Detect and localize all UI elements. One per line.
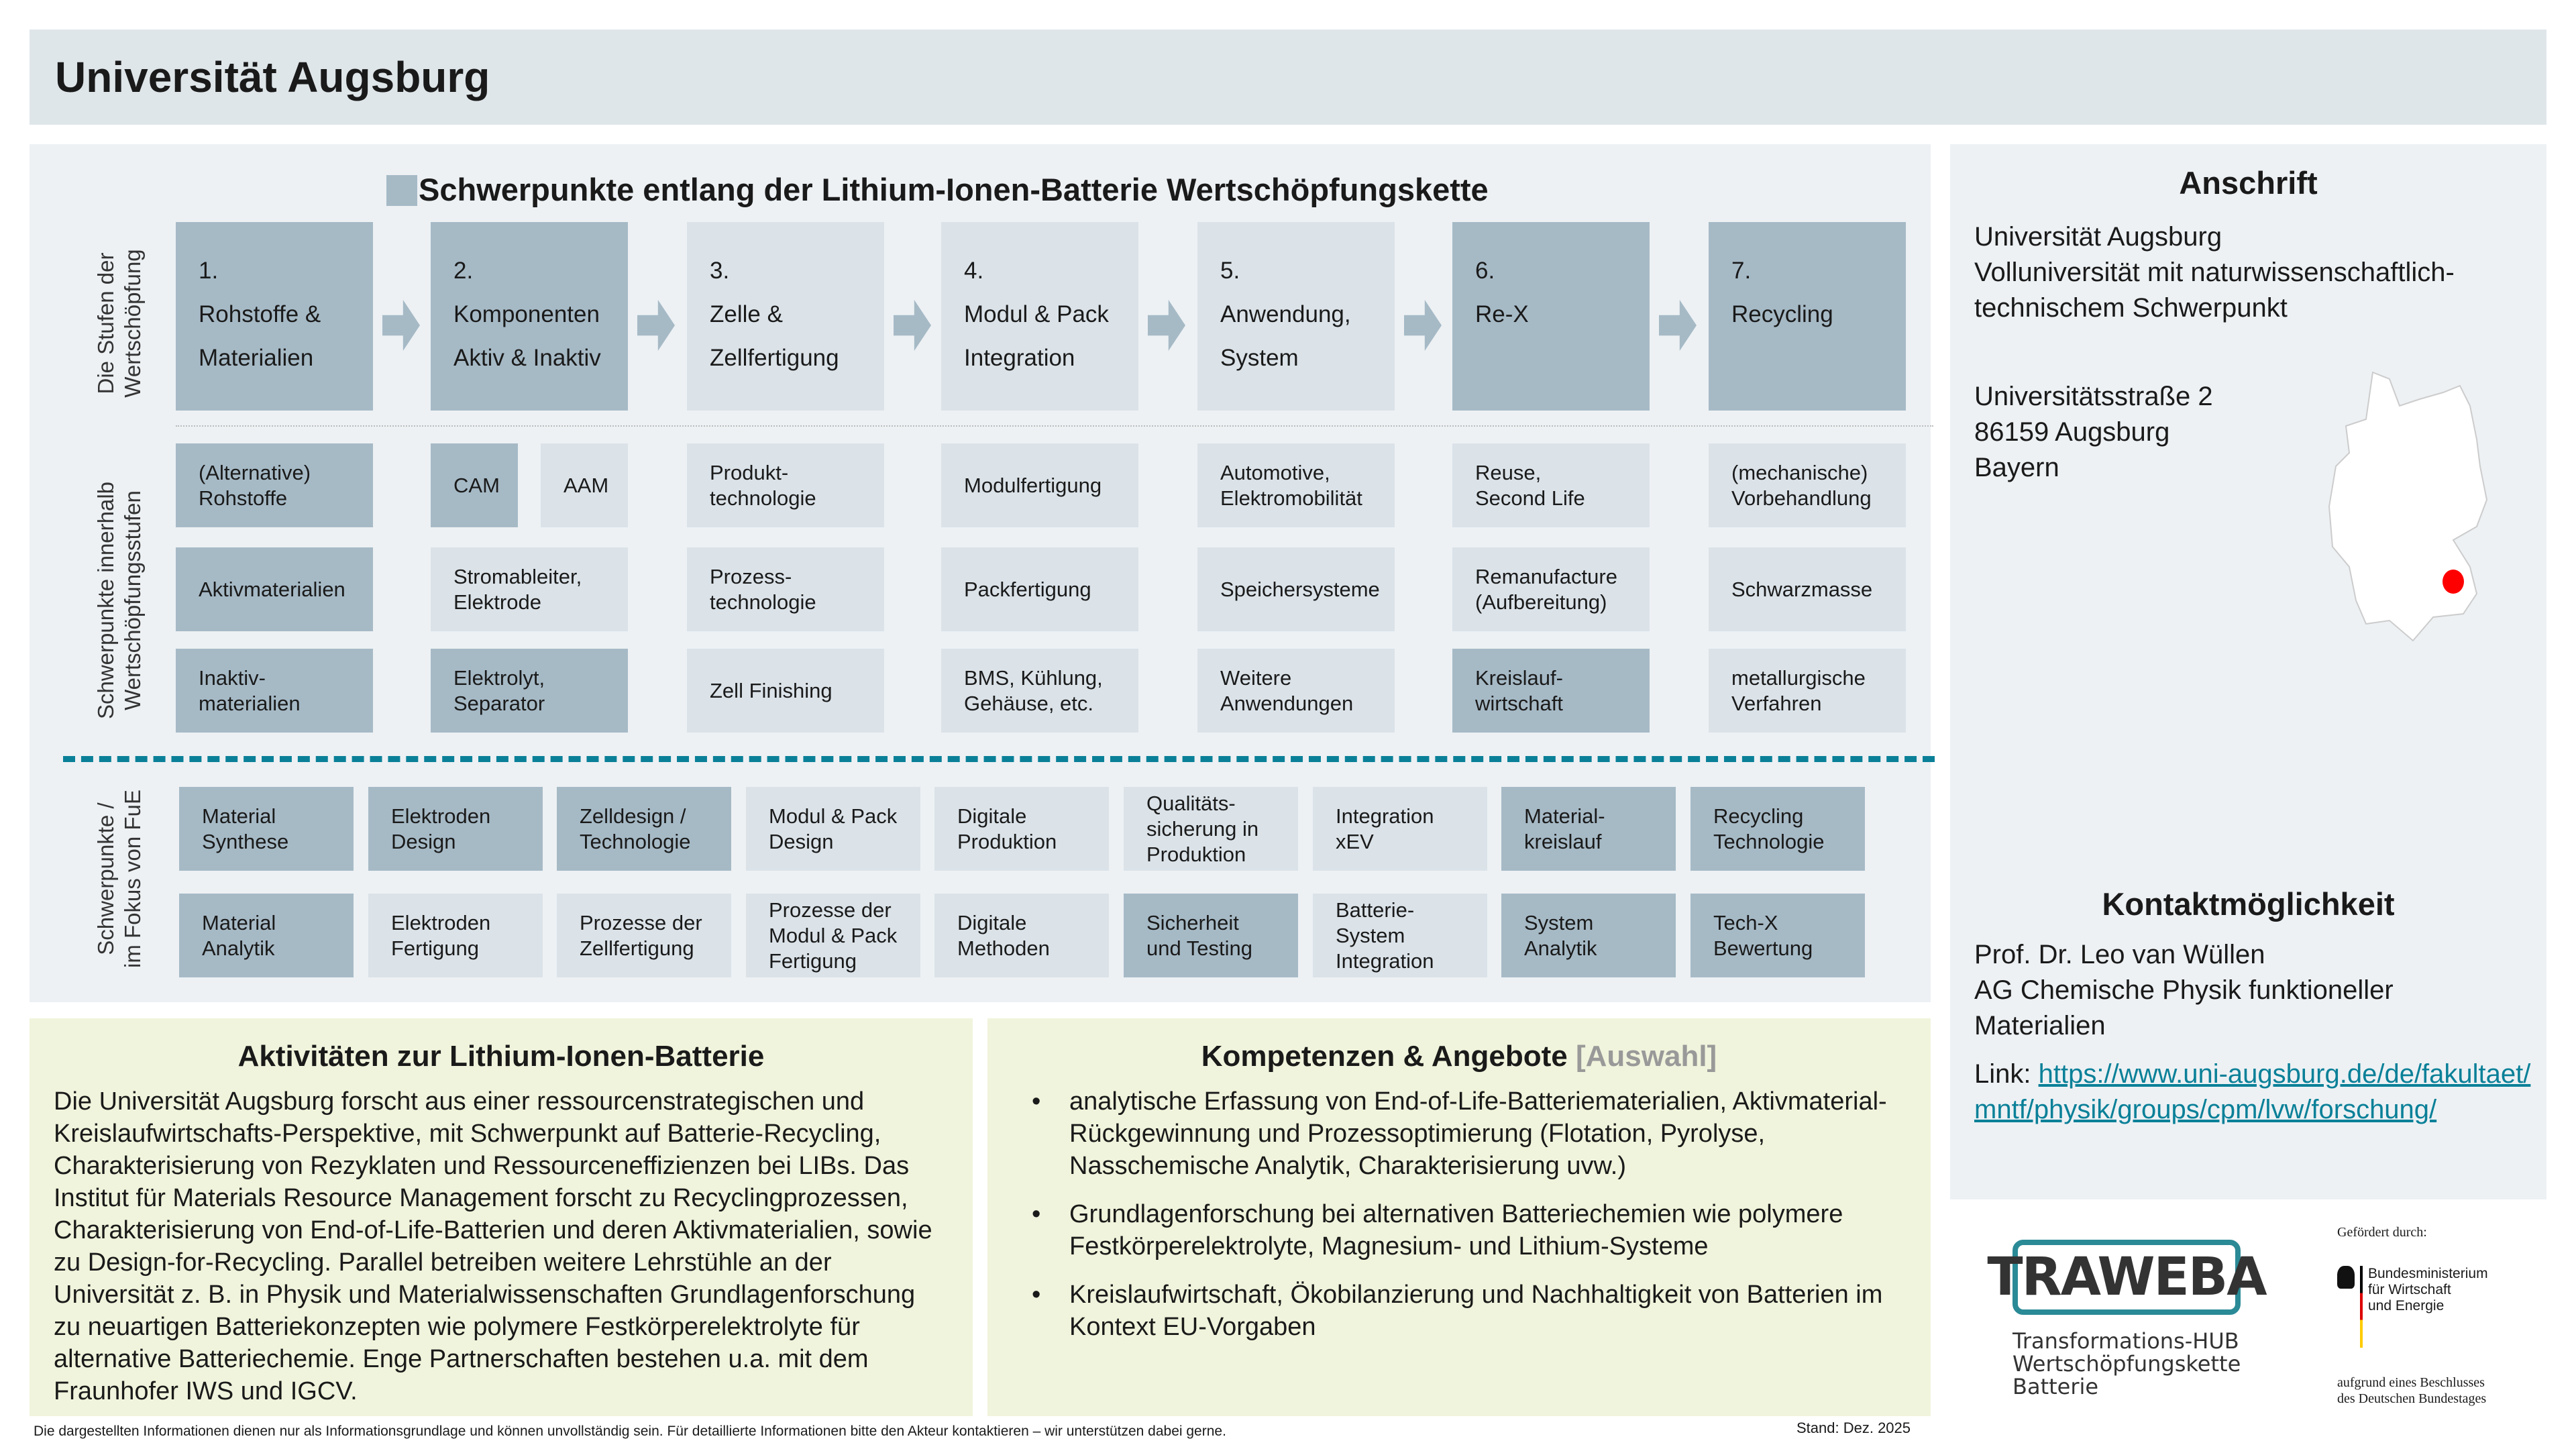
focus-box: AAM [541, 443, 628, 527]
focus-box: (mechanische) Vorbehandlung [1709, 443, 1906, 527]
address-org: Universität Augsburg Volluniversität mit… [1974, 222, 2455, 323]
bmwe-logo: Gefördert durch: Bundesministerium für W… [2337, 1225, 2488, 1407]
focus-box: Packfertigung [941, 547, 1138, 631]
focus-box: Speichersysteme [1197, 547, 1395, 631]
focus-box: Weitere Anwendungen [1197, 649, 1395, 733]
fue-box: Tech-X Bewertung [1690, 894, 1865, 977]
fue-box: Sicherheit und Testing [1124, 894, 1298, 977]
fue-box: Elektroden Fertigung [368, 894, 543, 977]
focus-box: Kreislauf- wirtschaft [1452, 649, 1650, 733]
focus-box: BMS, Kühlung, Gehäuse, etc. [941, 649, 1138, 733]
fue-box: System Analytik [1501, 894, 1676, 977]
header: Universität Augsburg [30, 30, 2546, 125]
focus-box: Inaktiv- materialien [176, 649, 373, 733]
focus-box: Stromableiter, Elektrode [431, 547, 628, 631]
fue-box: Qualitäts- sicherung in Produktion [1124, 787, 1298, 871]
address-street: Universitätsstraße 2 86159 Augsburg Baye… [1974, 382, 2213, 482]
fue-box: Recycling Technologie [1690, 787, 1865, 871]
fue-box: Batterie- System Integration [1313, 894, 1487, 977]
arrow-right-icon [382, 300, 420, 351]
flag-bar [2360, 1266, 2363, 1348]
chain-title: Schwerpunkte entlang der Lithium-Ionen-B… [419, 172, 1489, 207]
location-marker [2443, 570, 2464, 594]
arrow-right-icon [637, 300, 675, 351]
traweba-logo: TRAWEBA Transformations-HUB Wertschöpfun… [1987, 1240, 2267, 1399]
focus-box: Aktivmaterialien [176, 547, 373, 631]
contact-person: Prof. Dr. Leo van Wüllen AG Chemische Ph… [1974, 940, 2394, 1040]
arrow-right-icon [1404, 300, 1442, 351]
arrow-right-icon [894, 300, 931, 351]
germany-map-icon [2328, 371, 2488, 642]
stage-box: 7. Recycling [1709, 222, 1906, 411]
focus-box: Schwarzmasse [1709, 547, 1906, 631]
focus-box: Remanufacture (Aufbereitung) [1452, 547, 1650, 631]
label-focus: Schwerpunkte innerhalb Wertschöpfungsstu… [93, 481, 145, 720]
competence-item: analytische Erfassung von End-of-Life-Ba… [1012, 1085, 1907, 1182]
contact-title: Kontaktmöglichkeit [2102, 886, 2395, 922]
stage-box: 6. Re-X [1452, 222, 1650, 411]
fue-box: Digitale Produktion [934, 787, 1109, 871]
traweba-subtitle: Transformations-HUB Wertschöpfungskette … [2012, 1328, 2241, 1399]
fue-box: Prozesse der Modul & Pack Fertigung [746, 894, 920, 977]
fue-box: Modul & Pack Design [746, 787, 920, 871]
fue-box: Zelldesign / Technologie [557, 787, 731, 871]
stage-box: 3. Zelle & Zellfertigung [687, 222, 884, 411]
competences-title: Kompetenzen & Angebote [1201, 1040, 1568, 1073]
focus-box: Reuse, Second Life [1452, 443, 1650, 527]
focus-box: Prozess- technologie [687, 547, 884, 631]
address-title: Anschrift [2179, 165, 2318, 201]
stage-box: 1. Rohstoffe & Materialien [176, 222, 373, 411]
competences-list: analytische Erfassung von End-of-Life-Ba… [1012, 1085, 1907, 1343]
title-marker [386, 175, 417, 206]
resolution-text: aufgrund eines Beschlusses des Deutschen… [2337, 1375, 2487, 1406]
eagle-icon [2337, 1266, 2355, 1289]
page-title: Universität Augsburg [55, 53, 490, 101]
label-stages: Die Stufen der Wertschöpfung [93, 249, 145, 398]
funded-by: Gefördert durch: [2337, 1225, 2427, 1240]
traweba-wordmark: TRAWEBA [1987, 1240, 2267, 1315]
stage-box: 5. Anwendung, System [1197, 222, 1395, 411]
link-label: Link: [1974, 1059, 2039, 1089]
arrow-right-icon [1148, 300, 1185, 351]
focus-box: (Alternative) Rohstoffe [176, 443, 373, 527]
focus-box: Automotive, Elektromobilität [1197, 443, 1395, 527]
focus-box: metallurgische Verfahren [1709, 649, 1906, 733]
contact-link[interactable]: https://www.uni-augsburg.de/de/fakultaet… [1974, 1059, 2531, 1124]
contact-panel: Anschrift Universität Augsburg Vollunive… [1950, 144, 2546, 1199]
divider [176, 425, 1933, 427]
footer-disclaimer: Die dargestellten Informationen dienen n… [34, 1424, 1226, 1439]
fue-box: Material Analytik [179, 894, 354, 977]
focus-box: Elektrolyt, Separator [431, 649, 628, 733]
focus-box: CAM [431, 443, 518, 527]
activities-text: Die Universität Augsburg forscht aus ein… [54, 1087, 932, 1405]
activities-box: Aktivitäten zur Lithium-Ionen-Batterie D… [30, 1018, 973, 1416]
fue-box: Digitale Methoden [934, 894, 1109, 977]
footer-date: Stand: Dez. 2025 [1796, 1419, 1911, 1436]
fue-box: Material Synthese [179, 787, 354, 871]
section-divider [63, 756, 1935, 762]
competences-box: Kompetenzen & Angebote [Auswahl] analyti… [987, 1018, 1931, 1416]
competences-suffix: [Auswahl] [1575, 1040, 1717, 1073]
ministry-name: Bundesministerium für Wirtschaft und Ene… [2368, 1266, 2488, 1313]
label-fue: Schwerpunkte / im Fokus von FuE [93, 790, 145, 968]
competence-item: Kreislaufwirtschaft, Ökobilanzierung und… [1012, 1279, 1907, 1343]
competence-item: Grundlagenforschung bei alternativen Bat… [1012, 1198, 1907, 1263]
stage-box: 4. Modul & Pack Integration [941, 222, 1138, 411]
focus-box: Zell Finishing [687, 649, 884, 733]
fue-box: Integration xEV [1313, 787, 1487, 871]
fue-box: Elektroden Design [368, 787, 543, 871]
fue-box: Prozesse der Zellfertigung [557, 894, 731, 977]
fue-box: Material- kreislauf [1501, 787, 1676, 871]
value-chain-panel: Schwerpunkte entlang der Lithium-Ionen-B… [30, 144, 1935, 1002]
arrow-right-icon [1659, 300, 1697, 351]
focus-box: Modulfertigung [941, 443, 1138, 527]
stage-box: 2. Komponenten Aktiv & Inaktiv [431, 222, 628, 411]
activities-title: Aktivitäten zur Lithium-Ionen-Batterie [237, 1040, 765, 1073]
focus-box: Produkt- technologie [687, 443, 884, 527]
